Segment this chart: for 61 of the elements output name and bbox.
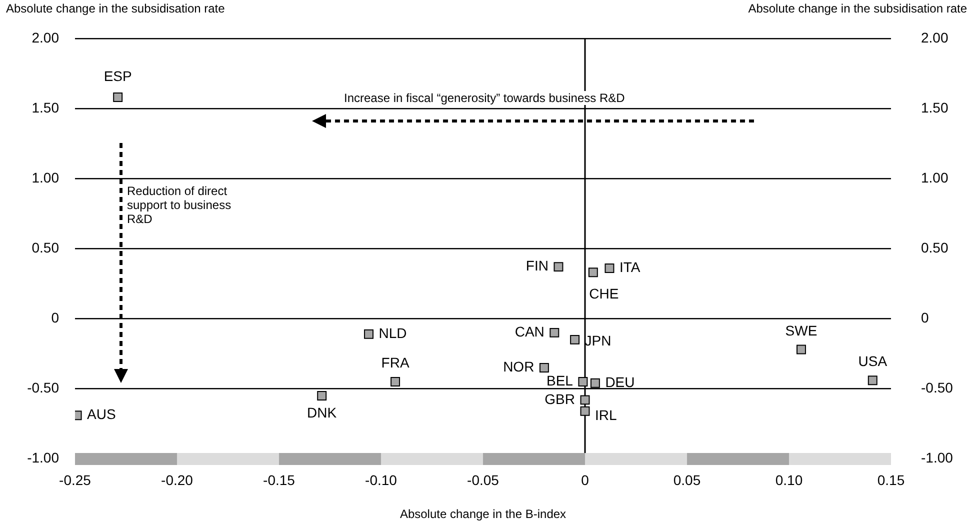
annotation: DEU bbox=[605, 374, 635, 390]
x-tick-label: -0.05 bbox=[467, 472, 500, 488]
annotation: NLD bbox=[378, 324, 407, 341]
point bbox=[580, 406, 590, 416]
y2-tick-label: -0.50 bbox=[921, 380, 954, 396]
annotation: JPN bbox=[584, 332, 612, 349]
point bbox=[364, 329, 374, 339]
y2-tick-label: -1.00 bbox=[921, 450, 954, 466]
annotation: NOR bbox=[503, 358, 534, 375]
annotation: GBR bbox=[544, 390, 575, 407]
x-tick-label: 0.05 bbox=[673, 472, 701, 488]
point bbox=[868, 376, 878, 386]
x-tick-label: 0 bbox=[581, 472, 590, 488]
y2-tick-label: 0 bbox=[921, 310, 929, 326]
point bbox=[590, 378, 600, 388]
annotation: USA bbox=[858, 353, 888, 370]
point bbox=[317, 391, 327, 400]
x-tick-label: -0.20 bbox=[161, 472, 194, 488]
y2-tick-label: 0.50 bbox=[921, 239, 948, 256]
y2-tick-label: 1.50 bbox=[921, 99, 948, 116]
y-axis-title: Absolute change in the subsidisation rate bbox=[6, 1, 226, 16]
annotation: Increase in fiscal “generosity” towards business R&D bbox=[344, 91, 625, 105]
annotation: BEL bbox=[546, 372, 574, 389]
point bbox=[539, 362, 549, 372]
x-tick-label: 0.15 bbox=[877, 472, 905, 488]
annotation: ESP bbox=[104, 68, 132, 84]
point bbox=[580, 395, 590, 405]
annotation: Reduction of direct support to business R&D bbox=[127, 184, 232, 226]
point bbox=[113, 92, 123, 102]
x-tick-label: -0.25 bbox=[59, 472, 92, 488]
x-tick-label: 0.10 bbox=[775, 472, 803, 488]
y-tick-label: 1.00 bbox=[32, 169, 60, 186]
y2-tick-label: 1.00 bbox=[921, 169, 948, 186]
y-tick-label: 2.00 bbox=[32, 29, 60, 46]
annotation: ITA bbox=[619, 259, 641, 276]
y-tick-label: -1.00 bbox=[27, 450, 60, 466]
annotation: DNK bbox=[307, 404, 338, 421]
y-tick-label: 0.50 bbox=[32, 239, 60, 256]
annotation: SWE bbox=[785, 322, 818, 338]
annotation: CAN bbox=[514, 324, 544, 340]
x-tick-label: -0.10 bbox=[365, 472, 398, 488]
point bbox=[554, 262, 564, 272]
annotation: AUS bbox=[87, 406, 116, 422]
annotation: IRL bbox=[595, 407, 617, 424]
annotation: FRA bbox=[381, 354, 410, 371]
y2-tick-label: 2.00 bbox=[921, 29, 948, 46]
x-tick-label: -0.15 bbox=[263, 472, 296, 488]
annotation: CHE bbox=[589, 285, 619, 302]
y-tick-label: -0.50 bbox=[27, 380, 60, 396]
annotation: FIN bbox=[526, 258, 548, 274]
point bbox=[588, 268, 598, 278]
point bbox=[550, 328, 560, 338]
point bbox=[578, 376, 588, 386]
y2-axis-title: Absolute change in the subsidisation rate bbox=[748, 1, 968, 16]
y-tick-label: 1.50 bbox=[32, 99, 60, 116]
point bbox=[604, 263, 614, 273]
point bbox=[796, 344, 806, 354]
point bbox=[390, 376, 400, 386]
point bbox=[570, 334, 580, 344]
x-axis-title: Absolute change in the B-index bbox=[400, 507, 566, 522]
y-tick-label: 0 bbox=[51, 310, 60, 326]
